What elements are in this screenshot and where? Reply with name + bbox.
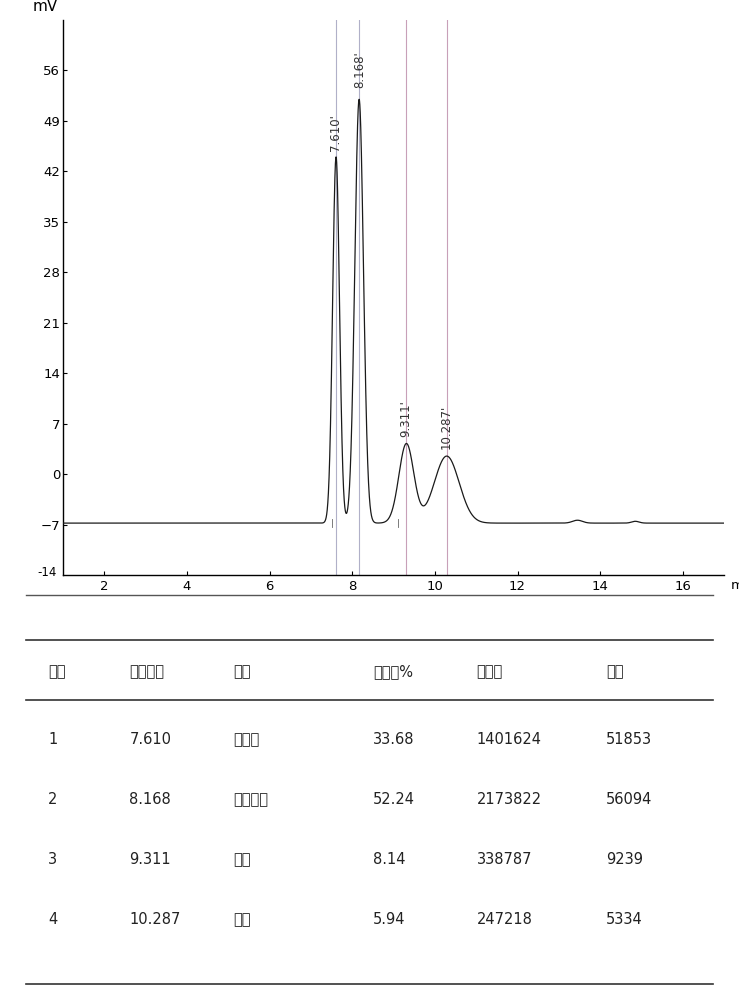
Text: 2: 2: [48, 792, 58, 808]
Text: 8.14: 8.14: [373, 852, 406, 867]
Text: 三糖: 三糖: [233, 852, 251, 867]
Text: 52.24: 52.24: [373, 792, 415, 808]
Text: 7.610': 7.610': [329, 114, 342, 151]
Text: 四糖以上: 四糖以上: [233, 792, 268, 808]
Text: 序号: 序号: [48, 664, 66, 680]
Text: min: min: [730, 579, 739, 592]
Text: 峰面积%: 峰面积%: [373, 664, 413, 680]
Text: 8.168': 8.168': [353, 52, 367, 88]
Text: -14: -14: [37, 566, 57, 579]
Text: 峰面积: 峰面积: [477, 664, 503, 680]
Text: 338787: 338787: [477, 852, 532, 867]
Text: 4: 4: [48, 912, 58, 928]
Text: 9.311: 9.311: [129, 852, 171, 867]
Text: 8.168: 8.168: [129, 792, 171, 808]
Text: 51853: 51853: [606, 732, 652, 748]
Text: 3: 3: [48, 852, 57, 867]
Text: 9.311': 9.311': [399, 400, 412, 437]
Text: 10.287: 10.287: [129, 912, 181, 928]
Text: 1401624: 1401624: [477, 732, 542, 748]
Text: 名称: 名称: [233, 664, 251, 680]
Text: 其它糖: 其它糖: [233, 732, 259, 748]
Text: 56094: 56094: [606, 792, 653, 808]
Text: 5334: 5334: [606, 912, 643, 928]
Text: 二糖: 二糖: [233, 912, 251, 928]
Text: 33.68: 33.68: [373, 732, 415, 748]
Text: 保留时间: 保留时间: [129, 664, 164, 680]
Text: 247218: 247218: [477, 912, 533, 928]
Text: 2173822: 2173822: [477, 792, 542, 808]
Text: 峰高: 峰高: [606, 664, 624, 680]
Text: 10.287': 10.287': [440, 405, 452, 449]
Text: 5.94: 5.94: [373, 912, 406, 928]
Text: 1: 1: [48, 732, 58, 748]
Text: mV: mV: [33, 0, 58, 14]
Text: 7.610: 7.610: [129, 732, 171, 748]
Text: 9239: 9239: [606, 852, 643, 867]
